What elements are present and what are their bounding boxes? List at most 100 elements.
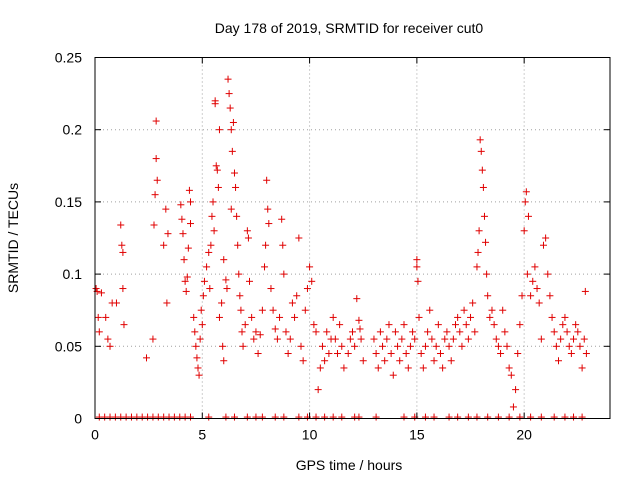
y-tick-label: 0.1	[63, 266, 83, 282]
data-point	[477, 147, 485, 155]
data-point	[441, 335, 449, 343]
data-point	[203, 263, 211, 271]
data-point	[118, 241, 126, 249]
data-point	[271, 413, 279, 421]
data-point	[557, 335, 565, 343]
data-point	[464, 335, 472, 343]
data-point	[220, 357, 228, 365]
x-axis-label: GPS time / hours	[296, 457, 403, 473]
data-point	[227, 126, 235, 134]
data-point	[186, 413, 194, 421]
data-point	[409, 328, 417, 336]
data-point	[413, 256, 421, 264]
data-point	[262, 241, 270, 249]
data-point	[336, 321, 344, 329]
data-point	[356, 325, 364, 333]
data-point	[379, 342, 387, 350]
data-point	[241, 321, 249, 329]
data-point	[192, 342, 200, 350]
data-point	[276, 313, 284, 321]
chart-title: Day 178 of 2019, SRMTID for receiver cut…	[215, 20, 484, 36]
data-point	[445, 413, 453, 421]
data-point	[505, 364, 513, 372]
data-point	[195, 371, 203, 379]
data-point	[507, 371, 515, 379]
data-point	[449, 335, 457, 343]
data-point	[527, 413, 535, 421]
data-point	[469, 299, 477, 307]
data-point	[226, 104, 234, 112]
data-point	[295, 234, 303, 242]
data-point	[297, 342, 305, 350]
data-point	[243, 227, 251, 235]
data-point	[197, 306, 205, 314]
data-point	[426, 306, 434, 314]
data-point	[291, 313, 299, 321]
data-point	[578, 413, 586, 421]
y-tick-label: 0.25	[55, 50, 82, 66]
data-point	[333, 350, 341, 358]
data-point	[312, 328, 320, 336]
data-point	[355, 316, 363, 324]
y-tick-label: 0.15	[55, 194, 82, 210]
data-point	[318, 342, 326, 350]
data-point	[119, 248, 127, 256]
data-point	[280, 413, 288, 421]
data-point	[230, 169, 238, 177]
data-point	[376, 328, 384, 336]
data-point	[486, 313, 494, 321]
data-point	[464, 413, 472, 421]
data-point	[308, 277, 316, 285]
data-point	[252, 413, 260, 421]
data-point	[205, 248, 213, 256]
data-point	[150, 221, 158, 229]
data-point	[280, 270, 288, 278]
data-point	[578, 364, 586, 372]
x-tick-label: 5	[198, 427, 206, 443]
data-point	[299, 357, 307, 365]
data-point	[278, 215, 286, 223]
data-point	[436, 350, 444, 358]
data-point	[212, 162, 220, 170]
data-point	[95, 328, 103, 336]
data-point	[265, 220, 273, 228]
data-point	[185, 186, 193, 194]
data-point	[351, 342, 359, 350]
data-point	[264, 205, 272, 213]
data-point	[484, 292, 492, 300]
data-point	[374, 364, 382, 372]
y-axis-label: SRMTID / TECUs	[5, 183, 21, 293]
data-point	[321, 413, 329, 421]
data-point	[400, 413, 408, 421]
data-point	[529, 277, 537, 285]
data-point	[227, 205, 235, 213]
data-point	[454, 313, 462, 321]
data-point	[218, 299, 226, 307]
data-point	[206, 285, 214, 293]
data-point	[434, 321, 442, 329]
data-point	[254, 350, 262, 358]
data-point	[357, 335, 365, 343]
data-point	[186, 198, 194, 206]
data-point	[413, 263, 421, 271]
data-point	[370, 335, 378, 343]
data-point	[258, 306, 266, 314]
data-point	[355, 413, 363, 421]
grid	[95, 57, 610, 419]
data-point	[338, 342, 346, 350]
data-point	[479, 183, 487, 191]
data-point	[198, 321, 206, 329]
data-point	[104, 335, 112, 343]
data-point	[271, 325, 279, 333]
data-point	[494, 413, 502, 421]
plot-frame	[94, 57, 611, 419]
data-point	[220, 256, 228, 264]
data-point	[570, 335, 578, 343]
data-point	[471, 328, 479, 336]
data-point	[261, 263, 269, 271]
data-point	[215, 126, 223, 134]
data-point	[484, 413, 492, 421]
data-point	[576, 342, 584, 350]
data-point	[582, 350, 590, 358]
data-point	[524, 212, 532, 220]
